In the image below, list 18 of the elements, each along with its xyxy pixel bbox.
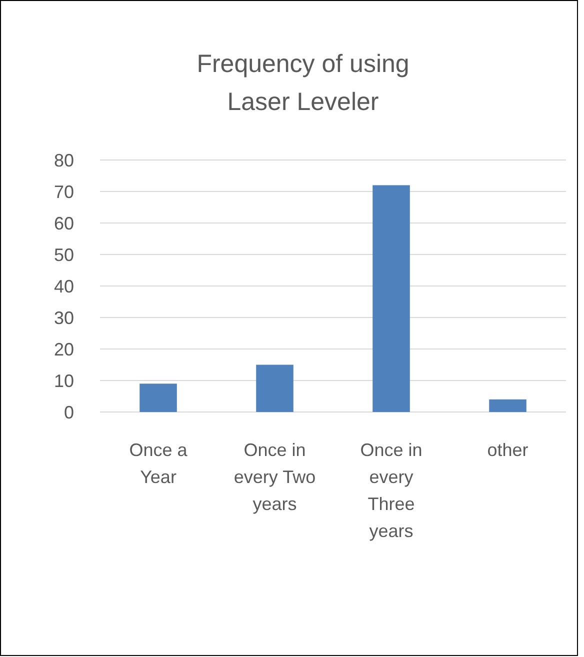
bar	[256, 364, 294, 412]
y-tick-label: 50	[54, 244, 74, 265]
y-tick-label: 40	[54, 276, 74, 296]
bar	[372, 185, 410, 412]
x-tick-label: Once in every Three years	[360, 440, 422, 541]
y-tick-label: 70	[54, 182, 74, 202]
y-tick-label: 20	[54, 339, 74, 360]
y-tick-label: 60	[54, 213, 74, 234]
y-tick-label: 30	[54, 308, 74, 328]
y-tick-label: 0	[64, 402, 74, 422]
y-tick-label: 80	[54, 150, 74, 170]
chart-title: Frequency of using Laser Leveler	[196, 50, 410, 116]
bar	[489, 399, 526, 412]
bar	[140, 384, 177, 412]
x-tick-label: Once a Year	[129, 440, 188, 487]
y-tick-label: 10	[54, 370, 74, 391]
x-tick-label: other	[487, 440, 528, 460]
x-tick-label: Once in every Two years	[234, 440, 316, 514]
